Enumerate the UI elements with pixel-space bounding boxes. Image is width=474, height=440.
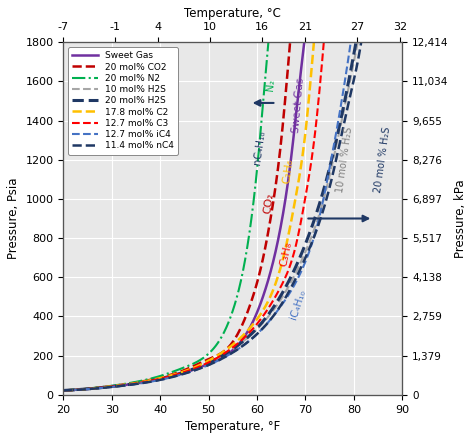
11.4 mol% nC4 (258, 327, 264, 333)
Line: 20 mol% H2S: 20 mol% H2S (64, 0, 402, 390)
12.7 mol% iC4 (328, 158, 334, 163)
12.7 mol% iC4 (237, 346, 242, 351)
Text: Sweet Gas: Sweet Gas (291, 77, 306, 133)
Line: 11.4 mol% nC4: 11.4 mol% nC4 (64, 0, 397, 390)
20 mol% N2 (188, 362, 193, 367)
12.7 mol% C3 (215, 355, 221, 360)
10 mol% H2S (250, 330, 256, 335)
Sweet Gas (61, 388, 67, 393)
20 mol% N2 (184, 364, 190, 369)
20 mol% N2 (61, 388, 67, 393)
11.4 mol% nC4 (363, 4, 369, 9)
Text: N₂: N₂ (265, 79, 276, 92)
20 mol% CO2 (267, 221, 273, 227)
Legend: Sweet Gas, 20 mol% CO2, 20 mol% N2, 10 mol% H2S, 20 mol% H2S, 17.8 mol% C2, 12.7: Sweet Gas, 20 mol% CO2, 20 mol% N2, 10 m… (68, 47, 178, 155)
Sweet Gas (61, 388, 66, 393)
X-axis label: Temperature, °C: Temperature, °C (184, 7, 281, 20)
20 mol% N2 (61, 388, 66, 393)
Sweet Gas (207, 361, 212, 366)
17.8 mol% C2 (210, 356, 215, 361)
17.8 mol% C2 (289, 217, 294, 222)
20 mol% CO2 (61, 388, 66, 393)
17.8 mol% C2 (273, 281, 278, 286)
12.7 mol% C3 (216, 354, 222, 359)
Text: 20 mol % H₂S: 20 mol % H₂S (374, 126, 392, 193)
17.8 mol% C2 (312, 26, 318, 31)
Y-axis label: Pressure, kPa: Pressure, kPa (454, 179, 467, 258)
Text: C₃H₈: C₃H₈ (279, 240, 293, 267)
10 mol% H2S (62, 388, 67, 393)
X-axis label: Temperature, °F: Temperature, °F (185, 420, 281, 433)
20 mol% H2S (62, 388, 67, 393)
Text: 10 mol % H₂S: 10 mol % H₂S (335, 126, 354, 193)
12.7 mol% iC4 (236, 346, 241, 352)
Line: 10 mol% H2S: 10 mol% H2S (64, 0, 373, 390)
Line: 20 mol% N2: 20 mol% N2 (64, 3, 272, 390)
12.7 mol% C3 (61, 388, 66, 393)
10 mol% H2S (245, 335, 251, 340)
11.4 mol% nC4 (265, 320, 271, 326)
Sweet Gas (211, 359, 217, 364)
Text: C₂H₆: C₂H₆ (282, 158, 295, 184)
20 mol% N2 (269, 0, 274, 6)
20 mol% N2 (249, 211, 255, 216)
20 mol% H2S (261, 318, 267, 323)
11.4 mol% nC4 (259, 326, 265, 332)
11.4 mol% nC4 (62, 388, 67, 393)
12.7 mol% C3 (281, 278, 287, 283)
17.8 mol% C2 (61, 388, 67, 393)
12.7 mol% iC4 (61, 388, 66, 393)
17.8 mol% C2 (215, 353, 220, 358)
20 mol% CO2 (288, 30, 294, 35)
Text: CO₂: CO₂ (263, 192, 275, 214)
Text: iC₄H₁₀: iC₄H₁₀ (289, 289, 308, 321)
10 mol% H2S (341, 106, 347, 111)
Y-axis label: Pressure, Psia: Pressure, Psia (7, 178, 20, 259)
10 mol% H2S (322, 194, 328, 199)
Line: 20 mol% CO2: 20 mol% CO2 (64, 33, 291, 390)
20 mol% CO2 (196, 361, 201, 366)
20 mol% H2S (262, 316, 268, 321)
11.4 mol% nC4 (342, 117, 348, 122)
Sweet Gas (269, 266, 274, 271)
12.7 mol% C3 (298, 222, 303, 227)
20 mol% CO2 (195, 361, 201, 367)
20 mol% CO2 (252, 287, 258, 292)
12.7 mol% C3 (322, 28, 328, 33)
Line: 17.8 mol% C2: 17.8 mol% C2 (64, 29, 315, 390)
12.7 mol% iC4 (310, 240, 315, 246)
12.7 mol% C3 (220, 352, 226, 357)
20 mol% N2 (184, 363, 190, 369)
11.4 mol% nC4 (61, 388, 66, 393)
20 mol% H2S (61, 388, 66, 393)
12.7 mol% iC4 (241, 342, 247, 348)
Line: Sweet Gas: Sweet Gas (64, 0, 310, 390)
17.8 mol% C2 (61, 388, 66, 393)
Line: 12.7 mol% C3: 12.7 mol% C3 (64, 30, 325, 390)
Line: 12.7 mol% iC4: 12.7 mol% iC4 (64, 0, 359, 390)
17.8 mol% C2 (210, 356, 216, 361)
20 mol% H2S (268, 308, 273, 314)
10 mol% H2S (61, 388, 66, 393)
20 mol% CO2 (200, 359, 205, 364)
Sweet Gas (284, 185, 290, 191)
Text: nC₄H₁₀: nC₄H₁₀ (252, 130, 267, 166)
10 mol% H2S (244, 336, 250, 341)
20 mol% H2S (346, 77, 352, 82)
20 mol% CO2 (61, 388, 67, 393)
12.7 mol% iC4 (62, 388, 67, 393)
20 mol% N2 (236, 287, 242, 292)
Sweet Gas (208, 360, 213, 366)
12.7 mol% C3 (61, 388, 67, 393)
